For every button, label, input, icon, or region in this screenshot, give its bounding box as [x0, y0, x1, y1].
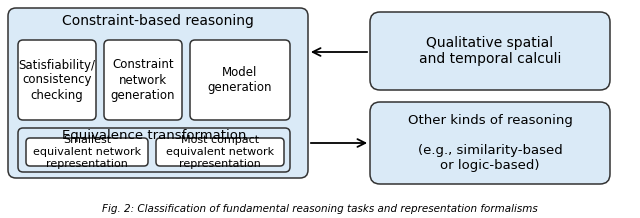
- FancyBboxPatch shape: [370, 12, 610, 90]
- FancyBboxPatch shape: [156, 138, 284, 166]
- Text: Constraint-based reasoning: Constraint-based reasoning: [62, 14, 254, 28]
- Text: Other kinds of reasoning

(e.g., similarity-based
or logic-based): Other kinds of reasoning (e.g., similari…: [408, 114, 572, 172]
- Text: Model
generation: Model generation: [208, 66, 272, 94]
- Text: Equivalence transformation: Equivalence transformation: [62, 129, 246, 143]
- Text: Satisfiability/
consistency
checking: Satisfiability/ consistency checking: [19, 58, 95, 102]
- Text: Fig. 2: Classification of fundamental reasoning tasks and representation formali: Fig. 2: Classification of fundamental re…: [102, 204, 538, 214]
- FancyBboxPatch shape: [18, 40, 96, 120]
- Text: Constraint
network
generation: Constraint network generation: [111, 58, 175, 102]
- FancyBboxPatch shape: [190, 40, 290, 120]
- Text: Smallest
equivalent network
representation: Smallest equivalent network representati…: [33, 135, 141, 169]
- FancyBboxPatch shape: [26, 138, 148, 166]
- Text: Qualitative spatial
and temporal calculi: Qualitative spatial and temporal calculi: [419, 36, 561, 66]
- FancyBboxPatch shape: [8, 8, 308, 178]
- FancyBboxPatch shape: [18, 128, 290, 172]
- FancyBboxPatch shape: [370, 102, 610, 184]
- FancyBboxPatch shape: [104, 40, 182, 120]
- Text: Most compact
equivalent network
representation: Most compact equivalent network represen…: [166, 135, 274, 169]
